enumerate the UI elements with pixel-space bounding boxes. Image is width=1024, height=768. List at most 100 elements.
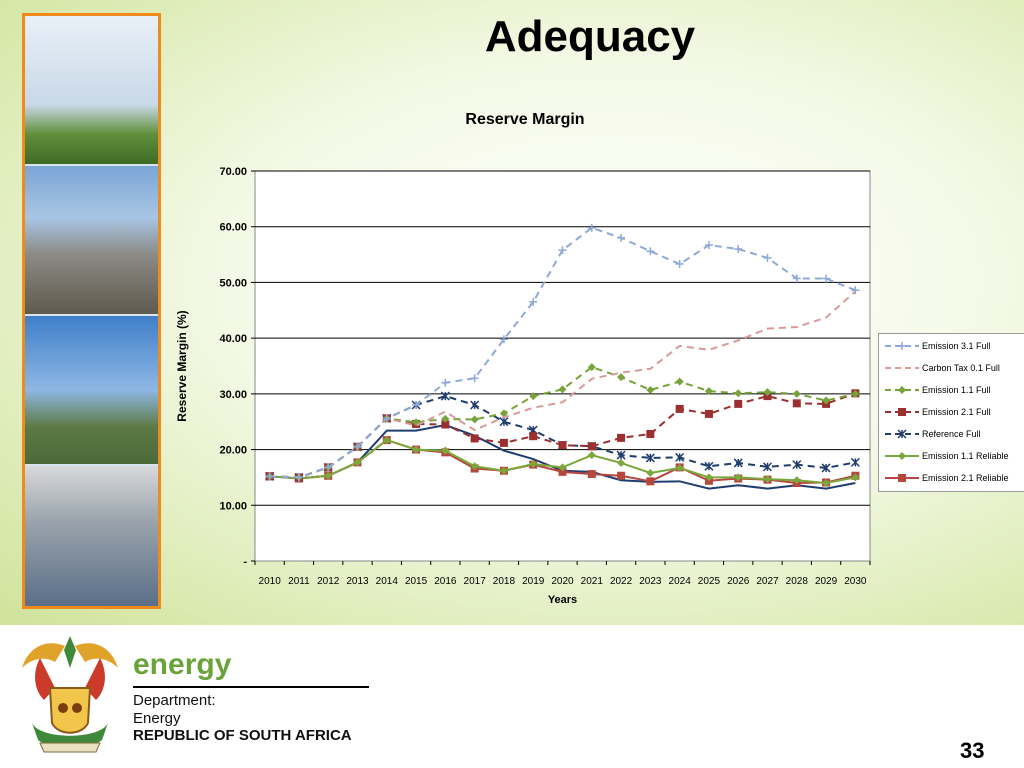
data-point (412, 445, 421, 454)
legend-swatch-marker (898, 386, 906, 394)
x-tick-label: 2019 (522, 576, 545, 587)
data-point (558, 441, 567, 450)
data-point (704, 473, 713, 482)
data-point (440, 391, 450, 401)
y-axis-label: Reserve Margin (%) (175, 310, 189, 421)
data-point (675, 260, 684, 269)
legend-swatch-marker (898, 408, 906, 416)
data-point (382, 436, 391, 445)
data-point (294, 473, 303, 482)
y-tick-label: 60.00 (219, 222, 247, 234)
data-point (587, 442, 596, 451)
data-point (675, 452, 685, 462)
data-point (851, 473, 860, 482)
data-point (792, 460, 802, 470)
coat-of-arms-logo (22, 636, 118, 753)
x-tick-label: 2021 (581, 576, 604, 587)
data-point (675, 404, 684, 413)
data-point (822, 479, 831, 487)
data-point (792, 389, 801, 398)
legend-swatch-marker (897, 429, 907, 439)
x-tick-label: 2017 (464, 576, 487, 587)
data-point (499, 409, 508, 418)
data-point (822, 274, 831, 283)
energy-brand: energy (133, 648, 232, 681)
y-tick-label: 40.00 (219, 333, 247, 345)
legend-item: Emission 1.1 Full (879, 380, 1024, 402)
data-point (470, 400, 480, 410)
data-point (792, 274, 801, 283)
data-point (529, 432, 538, 441)
department-name: Energy (133, 710, 181, 727)
legend-swatch-marker (898, 342, 906, 350)
data-point (734, 389, 743, 398)
data-point (645, 453, 655, 463)
logo-divider (133, 686, 369, 688)
data-point (441, 446, 450, 455)
x-tick-label: 2027 (756, 576, 779, 587)
data-point (646, 468, 655, 477)
refinery-photo (25, 166, 158, 314)
legend-item: Emission 2.1 Full (879, 402, 1024, 424)
series-line (269, 226, 856, 479)
x-tick-label: 2025 (698, 576, 721, 587)
data-point (587, 470, 596, 479)
data-point (646, 247, 655, 256)
power-lines-photo (25, 16, 158, 164)
data-point (822, 396, 831, 405)
legend-item: Emission 2.1 Reliable (879, 468, 1024, 490)
x-tick-label: 2013 (346, 576, 369, 587)
data-point (792, 399, 801, 408)
legend-label: Carbon Tax 0.1 Full (922, 363, 1000, 373)
legend-label: Reference Full (922, 429, 981, 439)
legend-item: Carbon Tax 0.1 Full (879, 358, 1024, 380)
legend-label: Emission 1.1 Reliable (922, 451, 1009, 461)
data-point (792, 476, 801, 485)
legend-label: Emission 1.1 Full (922, 385, 991, 395)
y-tick-label: - (243, 556, 247, 568)
data-point (470, 434, 479, 443)
x-tick-label: 2020 (551, 576, 574, 587)
data-point (353, 442, 362, 451)
data-point (851, 389, 860, 398)
legend-swatch (885, 342, 919, 350)
data-point (734, 473, 743, 482)
data-point (587, 451, 596, 460)
plot-area (254, 170, 871, 562)
data-point (704, 461, 714, 471)
data-point (558, 467, 567, 476)
x-tick-label: 2030 (844, 576, 867, 587)
x-tick-label: 2029 (815, 576, 838, 587)
wind-turbines-photo (25, 316, 158, 464)
y-tick-label: 70.00 (219, 166, 247, 178)
legend-label: Emission 2.1 Full (922, 407, 991, 417)
data-point (617, 458, 626, 467)
data-point (412, 401, 421, 409)
legend-swatch (885, 386, 919, 394)
data-point (587, 223, 596, 232)
photo-strip (22, 13, 161, 609)
y-tick-label: 10.00 (219, 500, 247, 512)
x-tick-label: 2010 (259, 576, 282, 587)
x-tick-label: 2018 (493, 576, 516, 587)
data-point (529, 392, 538, 401)
department-label: Department: (133, 692, 216, 709)
data-point (616, 450, 626, 460)
data-point (353, 458, 362, 467)
data-point (821, 463, 831, 473)
legend-item: Emission 1.1 Reliable (879, 446, 1024, 468)
data-point (704, 241, 713, 250)
data-point (733, 458, 743, 468)
data-point (470, 374, 479, 383)
data-point (646, 429, 655, 438)
solar-panel-photo (25, 466, 158, 606)
x-tick-label: 2028 (786, 576, 809, 587)
legend-swatch (885, 367, 919, 369)
data-point (558, 463, 567, 472)
country-name: REPUBLIC OF SOUTH AFRICA (133, 727, 352, 744)
slide-title: Adequacy (484, 12, 696, 61)
x-tick-label: 2023 (639, 576, 662, 587)
data-point (499, 466, 508, 475)
x-tick-label: 2026 (727, 576, 750, 587)
data-point (470, 462, 479, 471)
